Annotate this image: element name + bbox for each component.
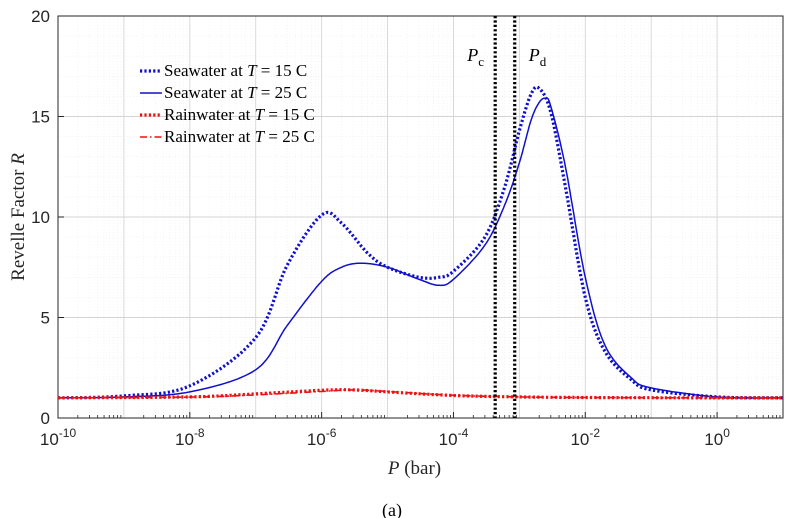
x-axis-label: P (bar) — [387, 458, 441, 479]
grid — [57, 15, 783, 419]
y-tick-label: 15 — [31, 108, 50, 127]
axis-labels: P (bar) Revelle Factor R (a) — [8, 153, 441, 518]
x-tick-label: 10-8 — [175, 426, 205, 449]
x-tick-label: 10-6 — [307, 426, 337, 449]
y-tick-label: 20 — [31, 7, 50, 26]
series-line-1 — [58, 97, 783, 399]
series-lines — [57, 85, 783, 400]
x-tick-label: 100 — [704, 426, 730, 449]
series-line-3 — [58, 389, 783, 399]
vertical-line-label-1: Pd — [528, 45, 547, 69]
legend-entry-0: Seawater at T = 15 C — [164, 61, 307, 80]
y-tick-label: 0 — [41, 409, 50, 428]
legend: Seawater at T = 15 C Seawater at T = 25 C… — [140, 61, 315, 146]
legend-entry-3: Rainwater at T = 25 C — [164, 127, 315, 146]
figure-caption: (a) — [382, 500, 402, 518]
legend-entry-1: Seawater at T = 25 C — [164, 83, 307, 102]
axis-ticks: 10-10 10-8 10-6 10-4 10-2 100 0 5 10 15 20 — [31, 7, 781, 449]
legend-entry-2: Rainwater at T = 15 C — [164, 105, 315, 124]
vertical-line-label-0: Pc — [466, 45, 484, 69]
y-tick-label: 5 — [41, 309, 50, 328]
y-tick-label: 10 — [31, 208, 50, 227]
y-axis-label: Revelle Factor R — [8, 153, 29, 281]
reference-lines: Pc Pd — [466, 16, 547, 418]
series-line-0 — [57, 85, 783, 400]
x-tick-label: 10-2 — [570, 426, 600, 449]
x-tick-label: 10-10 — [40, 426, 77, 449]
x-tick-label: 10-4 — [439, 426, 469, 449]
